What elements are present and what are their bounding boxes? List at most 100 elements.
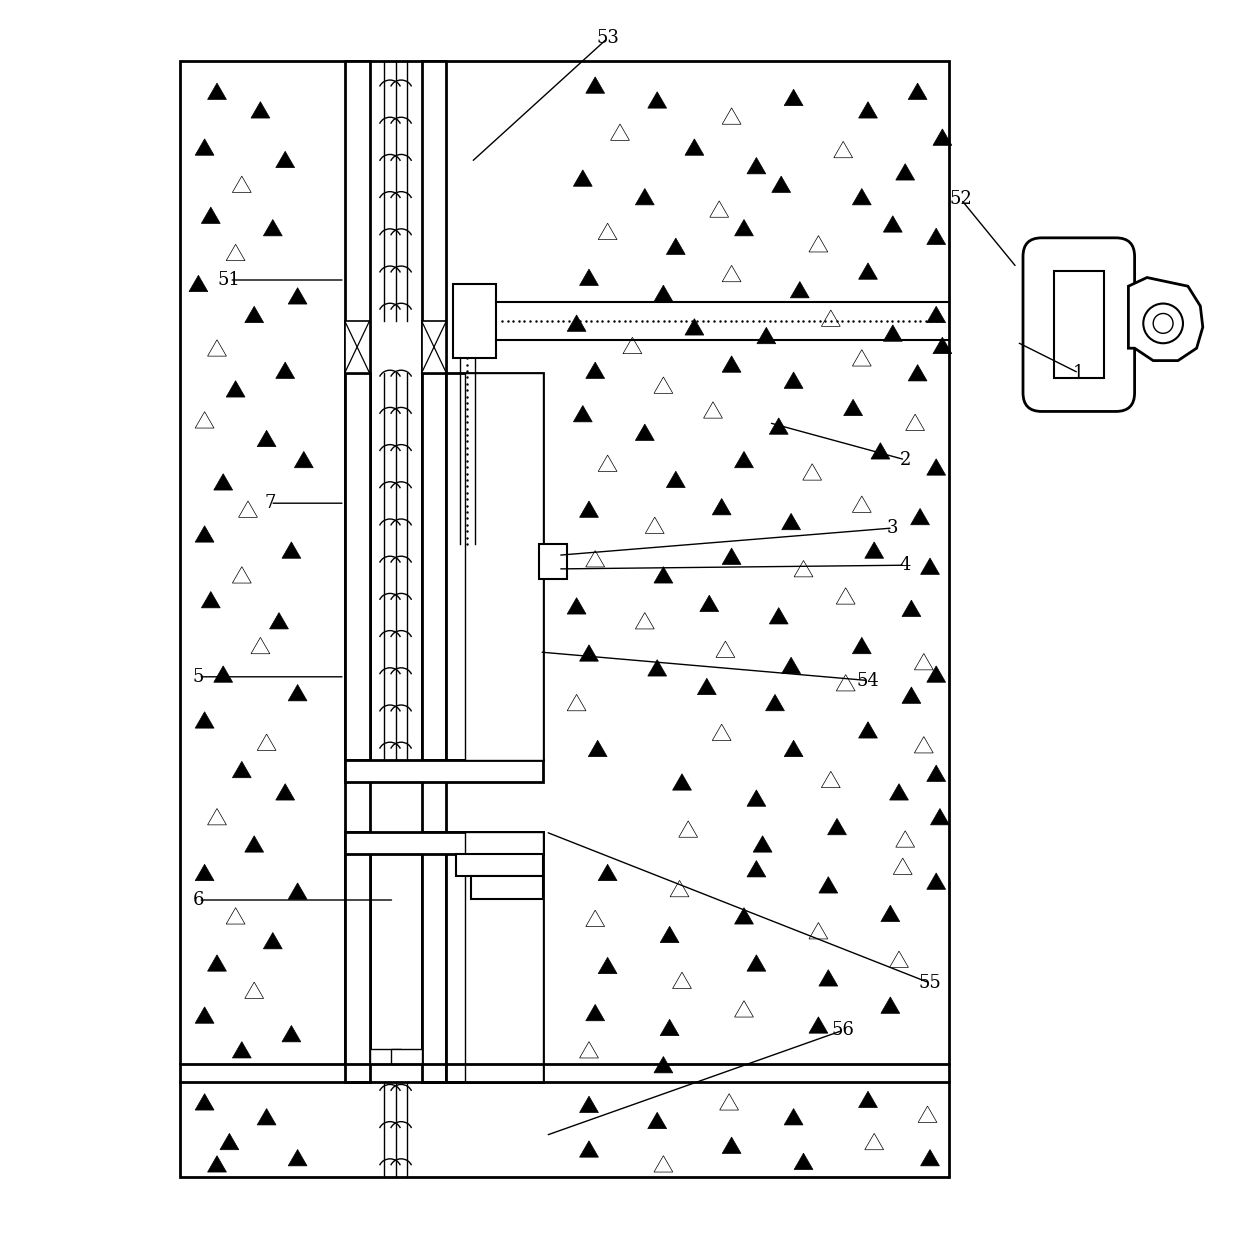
Text: 3: 3 bbox=[887, 519, 899, 537]
Polygon shape bbox=[207, 955, 227, 971]
Polygon shape bbox=[769, 607, 789, 623]
Polygon shape bbox=[653, 1057, 673, 1073]
Polygon shape bbox=[808, 1017, 828, 1033]
Polygon shape bbox=[883, 216, 903, 232]
Polygon shape bbox=[781, 513, 801, 530]
Polygon shape bbox=[585, 77, 605, 93]
Polygon shape bbox=[765, 694, 785, 710]
Polygon shape bbox=[585, 1005, 605, 1021]
Polygon shape bbox=[756, 328, 776, 344]
Polygon shape bbox=[893, 858, 913, 874]
Polygon shape bbox=[275, 784, 295, 800]
Polygon shape bbox=[889, 784, 909, 800]
Polygon shape bbox=[269, 612, 289, 628]
Text: 52: 52 bbox=[950, 190, 972, 209]
Text: 56: 56 bbox=[832, 1021, 854, 1040]
Polygon shape bbox=[858, 263, 878, 279]
Polygon shape bbox=[914, 737, 934, 753]
Polygon shape bbox=[288, 1150, 308, 1166]
Polygon shape bbox=[746, 955, 766, 971]
Polygon shape bbox=[250, 102, 270, 118]
Polygon shape bbox=[858, 722, 878, 738]
Bar bbox=[345, 320, 370, 373]
Polygon shape bbox=[226, 908, 246, 924]
Polygon shape bbox=[195, 1007, 215, 1023]
Polygon shape bbox=[790, 282, 810, 298]
Polygon shape bbox=[926, 873, 946, 889]
Polygon shape bbox=[818, 877, 838, 893]
Polygon shape bbox=[769, 417, 789, 435]
Polygon shape bbox=[684, 319, 704, 335]
Polygon shape bbox=[573, 405, 593, 422]
Polygon shape bbox=[901, 600, 921, 616]
Polygon shape bbox=[610, 124, 630, 140]
Polygon shape bbox=[195, 411, 215, 428]
Polygon shape bbox=[901, 687, 921, 703]
Polygon shape bbox=[288, 883, 308, 899]
Polygon shape bbox=[784, 89, 804, 106]
Polygon shape bbox=[880, 905, 900, 922]
Polygon shape bbox=[930, 809, 950, 825]
Polygon shape bbox=[653, 566, 673, 582]
Bar bbox=[391, 1048, 422, 1063]
Polygon shape bbox=[852, 496, 872, 513]
Polygon shape bbox=[281, 1026, 301, 1042]
Polygon shape bbox=[588, 740, 608, 756]
Polygon shape bbox=[244, 836, 264, 852]
Text: 55: 55 bbox=[919, 974, 941, 992]
Polygon shape bbox=[918, 1107, 937, 1123]
Polygon shape bbox=[864, 1134, 884, 1150]
Polygon shape bbox=[734, 1001, 754, 1017]
Polygon shape bbox=[722, 108, 742, 124]
Polygon shape bbox=[895, 164, 915, 180]
Polygon shape bbox=[275, 152, 295, 168]
Polygon shape bbox=[585, 910, 605, 927]
Text: 5: 5 bbox=[192, 668, 205, 686]
Polygon shape bbox=[647, 92, 667, 108]
Text: 4: 4 bbox=[899, 556, 911, 574]
Polygon shape bbox=[852, 350, 872, 366]
Bar bbox=[422, 373, 446, 760]
Polygon shape bbox=[821, 771, 841, 787]
Polygon shape bbox=[852, 637, 872, 653]
Polygon shape bbox=[684, 139, 704, 155]
Polygon shape bbox=[660, 927, 680, 943]
Polygon shape bbox=[715, 641, 735, 657]
Polygon shape bbox=[257, 430, 277, 447]
Bar bbox=[446, 373, 543, 760]
Polygon shape bbox=[908, 83, 928, 99]
Polygon shape bbox=[567, 315, 587, 332]
Polygon shape bbox=[833, 142, 853, 158]
Polygon shape bbox=[195, 1094, 215, 1110]
Polygon shape bbox=[821, 310, 841, 327]
Circle shape bbox=[1153, 313, 1173, 333]
Polygon shape bbox=[722, 1138, 742, 1154]
Polygon shape bbox=[920, 558, 940, 574]
Polygon shape bbox=[712, 724, 732, 740]
Polygon shape bbox=[635, 612, 655, 628]
Polygon shape bbox=[579, 645, 599, 661]
Text: 7: 7 bbox=[264, 494, 277, 512]
Polygon shape bbox=[703, 401, 723, 419]
Polygon shape bbox=[213, 473, 233, 491]
Text: 54: 54 bbox=[857, 672, 879, 689]
Polygon shape bbox=[226, 245, 246, 261]
Polygon shape bbox=[653, 286, 673, 302]
Polygon shape bbox=[579, 501, 599, 518]
Bar bbox=[465, 373, 543, 760]
Polygon shape bbox=[567, 597, 587, 614]
Polygon shape bbox=[281, 542, 301, 558]
Polygon shape bbox=[880, 997, 900, 1013]
Polygon shape bbox=[753, 836, 773, 852]
Bar bbox=[539, 544, 567, 579]
Bar bbox=[345, 61, 370, 1063]
Polygon shape bbox=[645, 517, 665, 534]
Bar bbox=[345, 373, 370, 760]
Polygon shape bbox=[666, 471, 686, 488]
Polygon shape bbox=[579, 1042, 599, 1058]
Polygon shape bbox=[201, 591, 221, 607]
Polygon shape bbox=[734, 220, 754, 236]
Polygon shape bbox=[818, 970, 838, 986]
Polygon shape bbox=[257, 1109, 277, 1125]
Bar bbox=[422, 320, 446, 373]
